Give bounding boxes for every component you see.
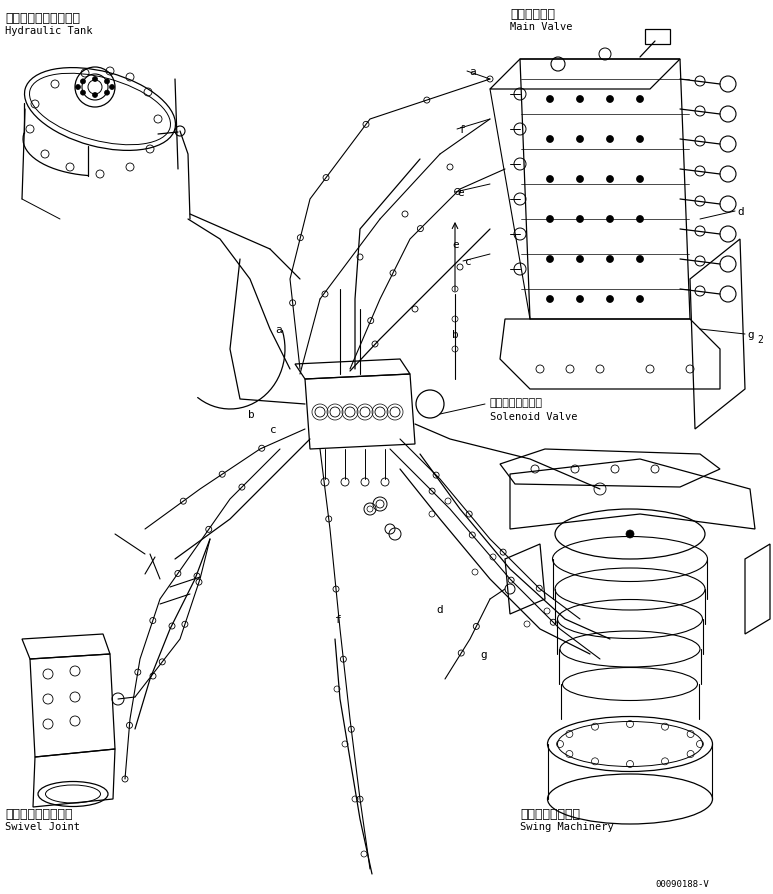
Text: c: c (465, 257, 472, 266)
Text: c: c (270, 425, 277, 434)
Circle shape (93, 93, 97, 98)
Text: Solenoid Valve: Solenoid Valve (490, 411, 577, 422)
Text: スイベルジョイント: スイベルジョイント (5, 807, 73, 820)
Text: a: a (469, 67, 475, 77)
Circle shape (577, 257, 584, 263)
Text: メインバルブ: メインバルブ (510, 8, 555, 21)
Text: g: g (747, 330, 754, 340)
Circle shape (80, 91, 86, 96)
Text: e: e (452, 240, 458, 249)
Circle shape (76, 86, 80, 90)
Text: e: e (457, 188, 464, 198)
Circle shape (104, 91, 110, 96)
Circle shape (547, 137, 553, 143)
Text: ハイドロリックタンク: ハイドロリックタンク (5, 12, 80, 25)
Circle shape (607, 137, 614, 143)
Text: a: a (275, 325, 281, 334)
Circle shape (110, 86, 114, 90)
Circle shape (577, 296, 584, 303)
Circle shape (80, 80, 86, 85)
Text: d: d (436, 604, 443, 614)
Text: f: f (335, 614, 342, 624)
Circle shape (636, 137, 643, 143)
Circle shape (547, 97, 553, 104)
Circle shape (607, 97, 614, 104)
Circle shape (577, 97, 584, 104)
Circle shape (607, 216, 614, 224)
Circle shape (577, 137, 584, 143)
Circle shape (626, 530, 634, 538)
Text: 2: 2 (757, 334, 763, 344)
Bar (645, 30, 670, 45)
Circle shape (607, 296, 614, 303)
Text: スイングマシナリ: スイングマシナリ (520, 807, 580, 820)
Circle shape (547, 216, 553, 224)
Text: Main Valve: Main Valve (510, 22, 573, 32)
Text: d: d (737, 207, 744, 216)
Circle shape (607, 257, 614, 263)
Text: Swing Machinery: Swing Machinery (520, 821, 614, 831)
Circle shape (577, 216, 584, 224)
Circle shape (636, 176, 643, 183)
Circle shape (547, 176, 553, 183)
Circle shape (104, 80, 110, 85)
Circle shape (547, 296, 553, 303)
Text: f: f (459, 125, 466, 135)
Circle shape (577, 176, 584, 183)
Circle shape (607, 176, 614, 183)
Circle shape (547, 257, 553, 263)
Circle shape (636, 97, 643, 104)
Circle shape (636, 216, 643, 224)
Text: ソレノイドバルブ: ソレノイドバルブ (490, 398, 543, 408)
Circle shape (636, 257, 643, 263)
Text: b: b (452, 330, 458, 340)
Text: Swivel Joint: Swivel Joint (5, 821, 80, 831)
Circle shape (93, 78, 97, 82)
Text: Hydraulic Tank: Hydraulic Tank (5, 26, 93, 36)
Text: 00090188-V: 00090188-V (655, 879, 709, 888)
Text: g: g (480, 649, 487, 659)
Circle shape (636, 296, 643, 303)
Text: b: b (248, 409, 255, 419)
